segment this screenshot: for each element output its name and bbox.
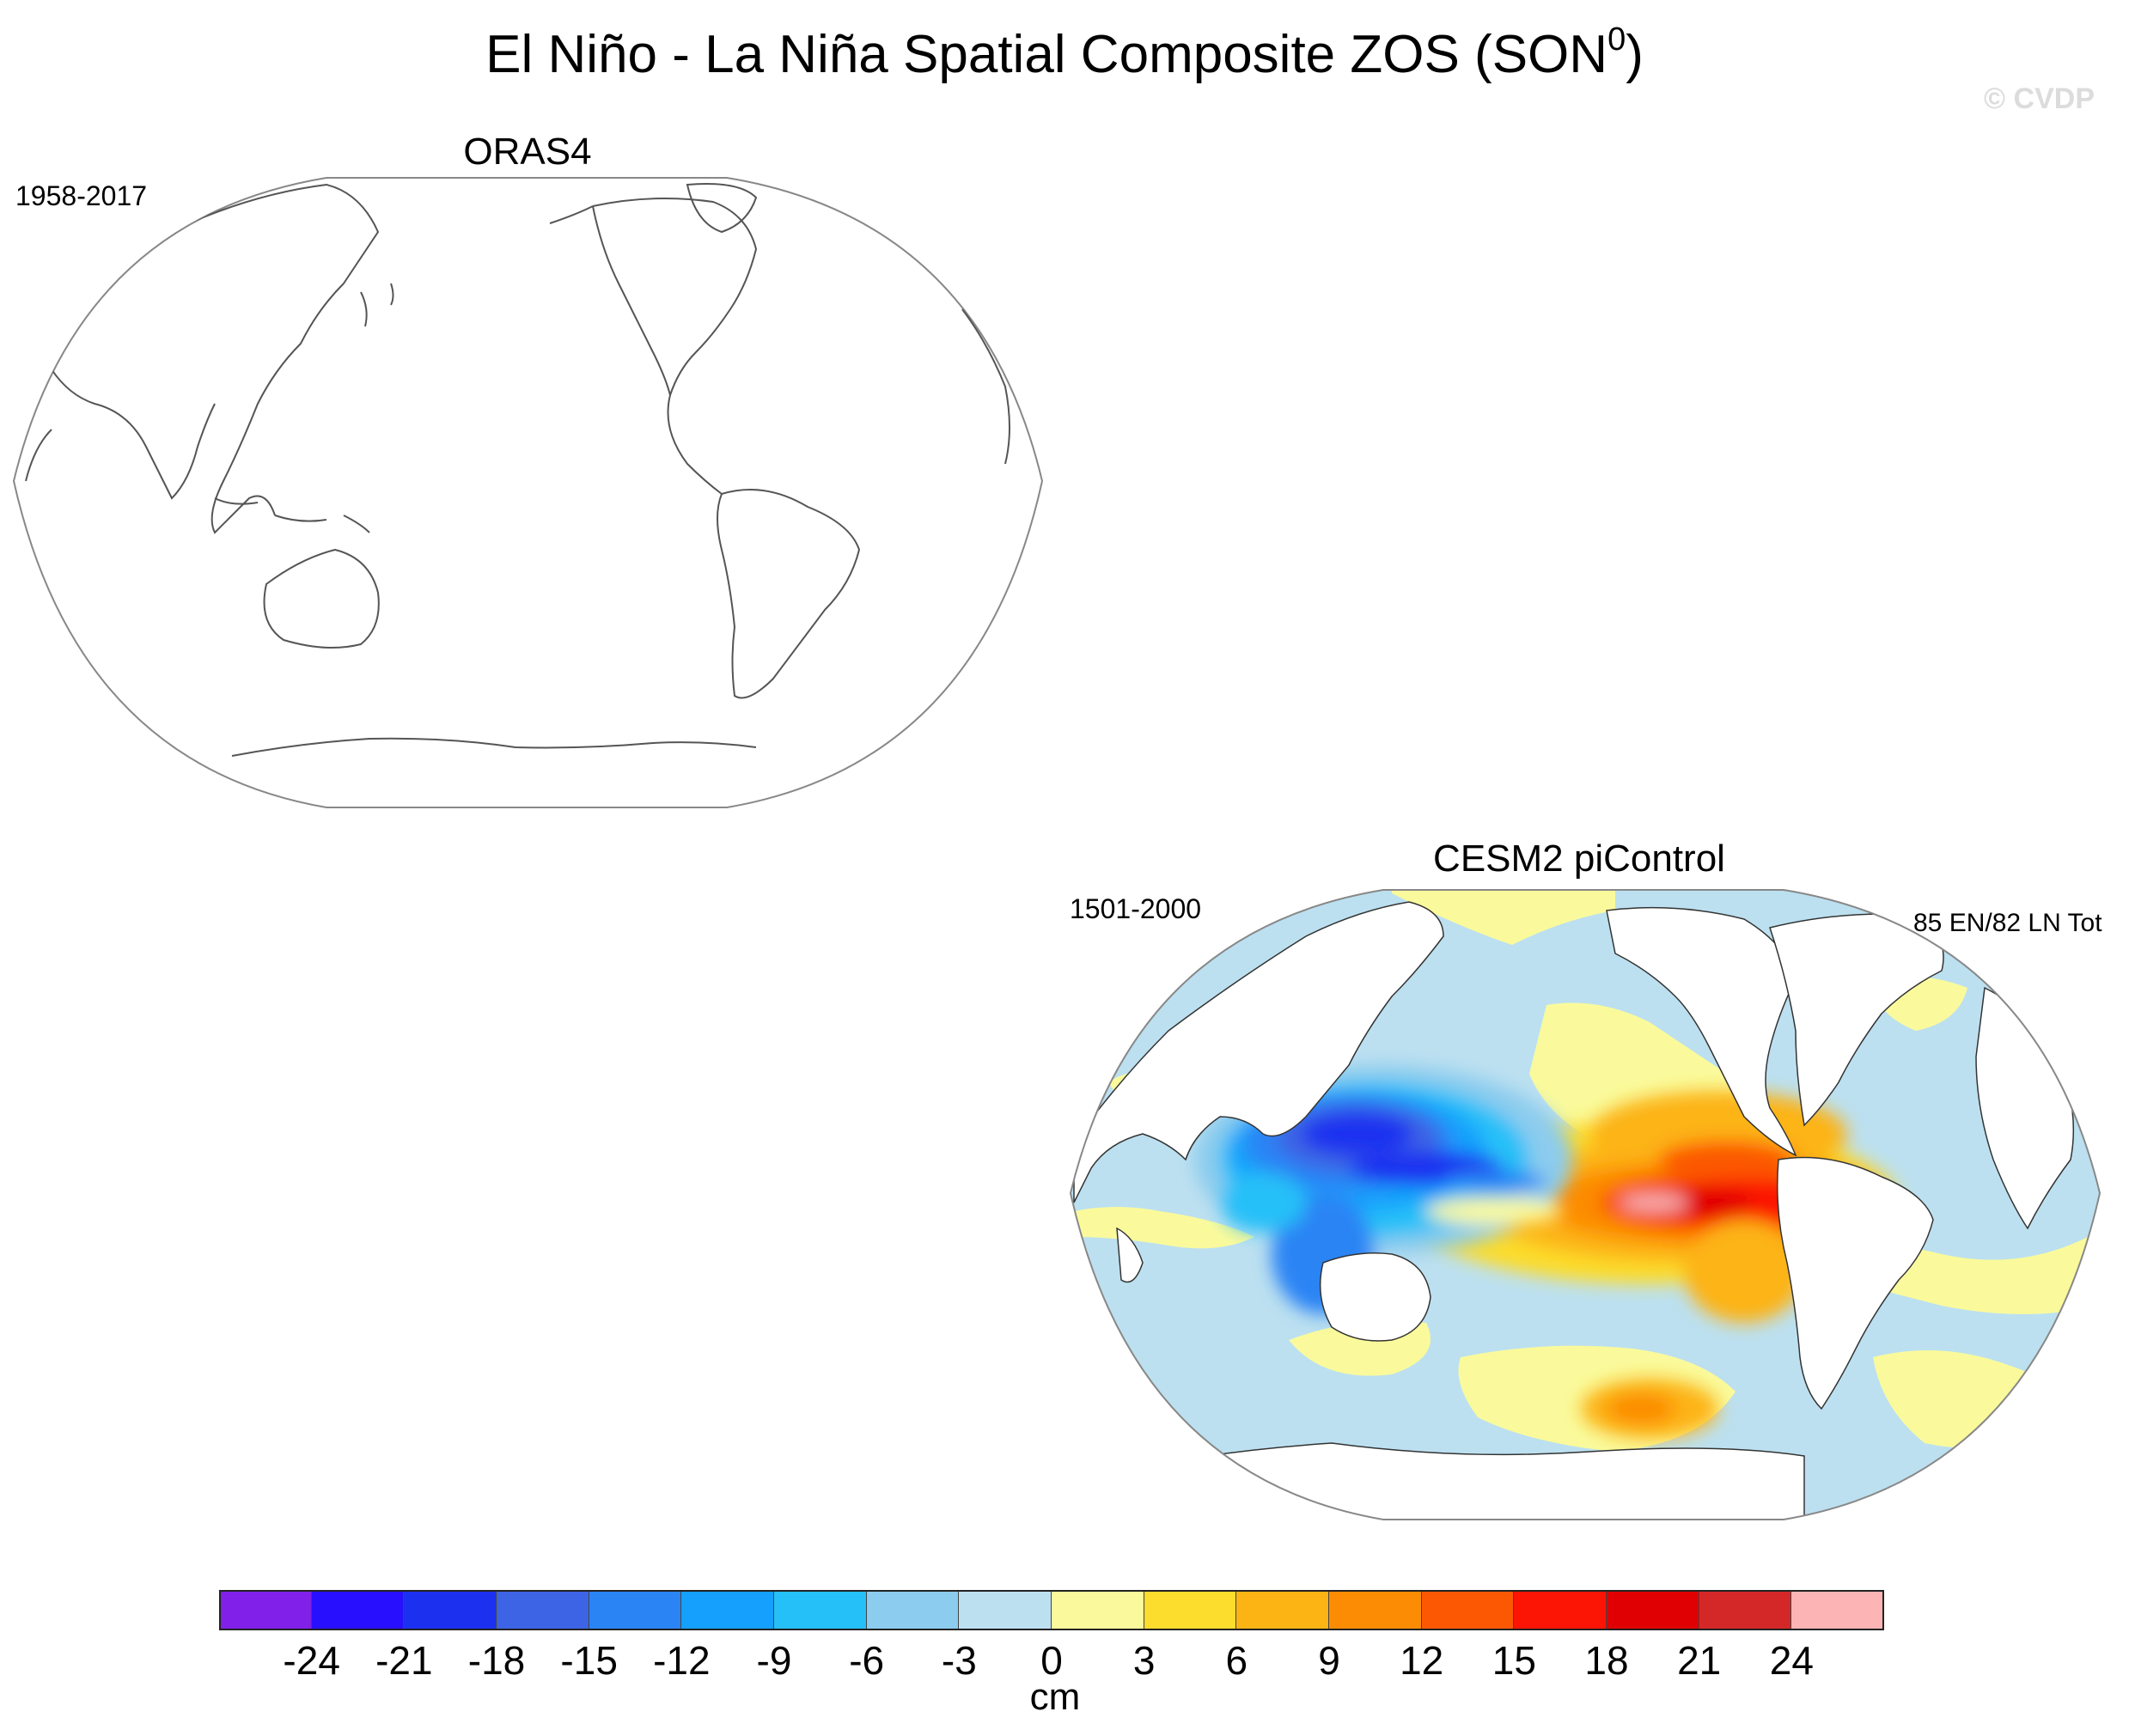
panel-title-oras4: ORAS4 [463,131,592,173]
colorbar-tick-label: 18 [1584,1638,1629,1683]
colorbar-swatch [1052,1590,1144,1630]
colorbar-swatch [1607,1590,1699,1630]
colorbar-tick-label: 12 [1400,1638,1444,1683]
continents [1073,901,2075,1520]
colorbar-tick-label: 6 [1225,1638,1248,1683]
colorbar-swatch [1144,1590,1237,1630]
colorbar-swatch [1421,1590,1515,1630]
colorbar-tick-label: -15 [560,1638,618,1683]
figure-title: El Niño - La Niña Spatial Composite ZOS … [485,21,1644,84]
colorbar-tick-label: -21 [375,1638,433,1683]
panel-years-oras4: 1958-2017 [15,180,148,211]
colorbar-swatch [1329,1590,1422,1630]
colorbar-tick-label: -6 [849,1638,885,1683]
colorbar-swatch [959,1590,1052,1630]
colorbar-swatch [1236,1590,1329,1630]
colorbar-swatch [866,1590,960,1630]
colorbar-swatch [1514,1590,1607,1630]
colorbar-swatch [589,1590,682,1630]
colorbar-swatch [219,1590,312,1630]
colorbar-tick-label: -24 [283,1638,340,1683]
colorbar-swatch [497,1590,589,1630]
colorbar-tick-label: 21 [1677,1638,1722,1683]
colorbar [219,1590,1884,1630]
colorbar-tick-label: 3 [1132,1638,1156,1683]
colorbar-tick-label: -18 [467,1638,526,1683]
colorbar-tick-label: -9 [756,1638,792,1683]
colorbar-frame [219,1590,1884,1630]
colorbar-tick-label: 15 [1492,1638,1536,1683]
panel-title-cesm2: CESM2 piControl [1433,838,1725,880]
panel-counts-cesm2: 85 EN/82 LN Tot [1913,909,2102,937]
colorbar-swatch [681,1590,774,1630]
colorbar-tick-label: 24 [1769,1638,1814,1683]
colorbar-swatch [1791,1590,1884,1630]
colorbar-tick-label: -3 [941,1638,977,1683]
colorbar-swatch [774,1590,867,1630]
colorbar-tick-label: 9 [1318,1638,1340,1683]
panel-years-cesm2: 1501-2000 [1070,893,1202,924]
map-frame [1069,889,2102,1520]
colorbar-swatch [404,1590,497,1630]
colorbar-tick-label: 0 [1040,1638,1063,1683]
colorbar-swatch [1699,1590,1792,1630]
map-frame [12,177,1044,808]
colorbar-swatch [311,1590,405,1630]
colorbar-tick-label: -12 [653,1638,711,1683]
colorbar-units: cm [1029,1676,1081,1718]
watermark: © CVDP [1984,82,2095,115]
